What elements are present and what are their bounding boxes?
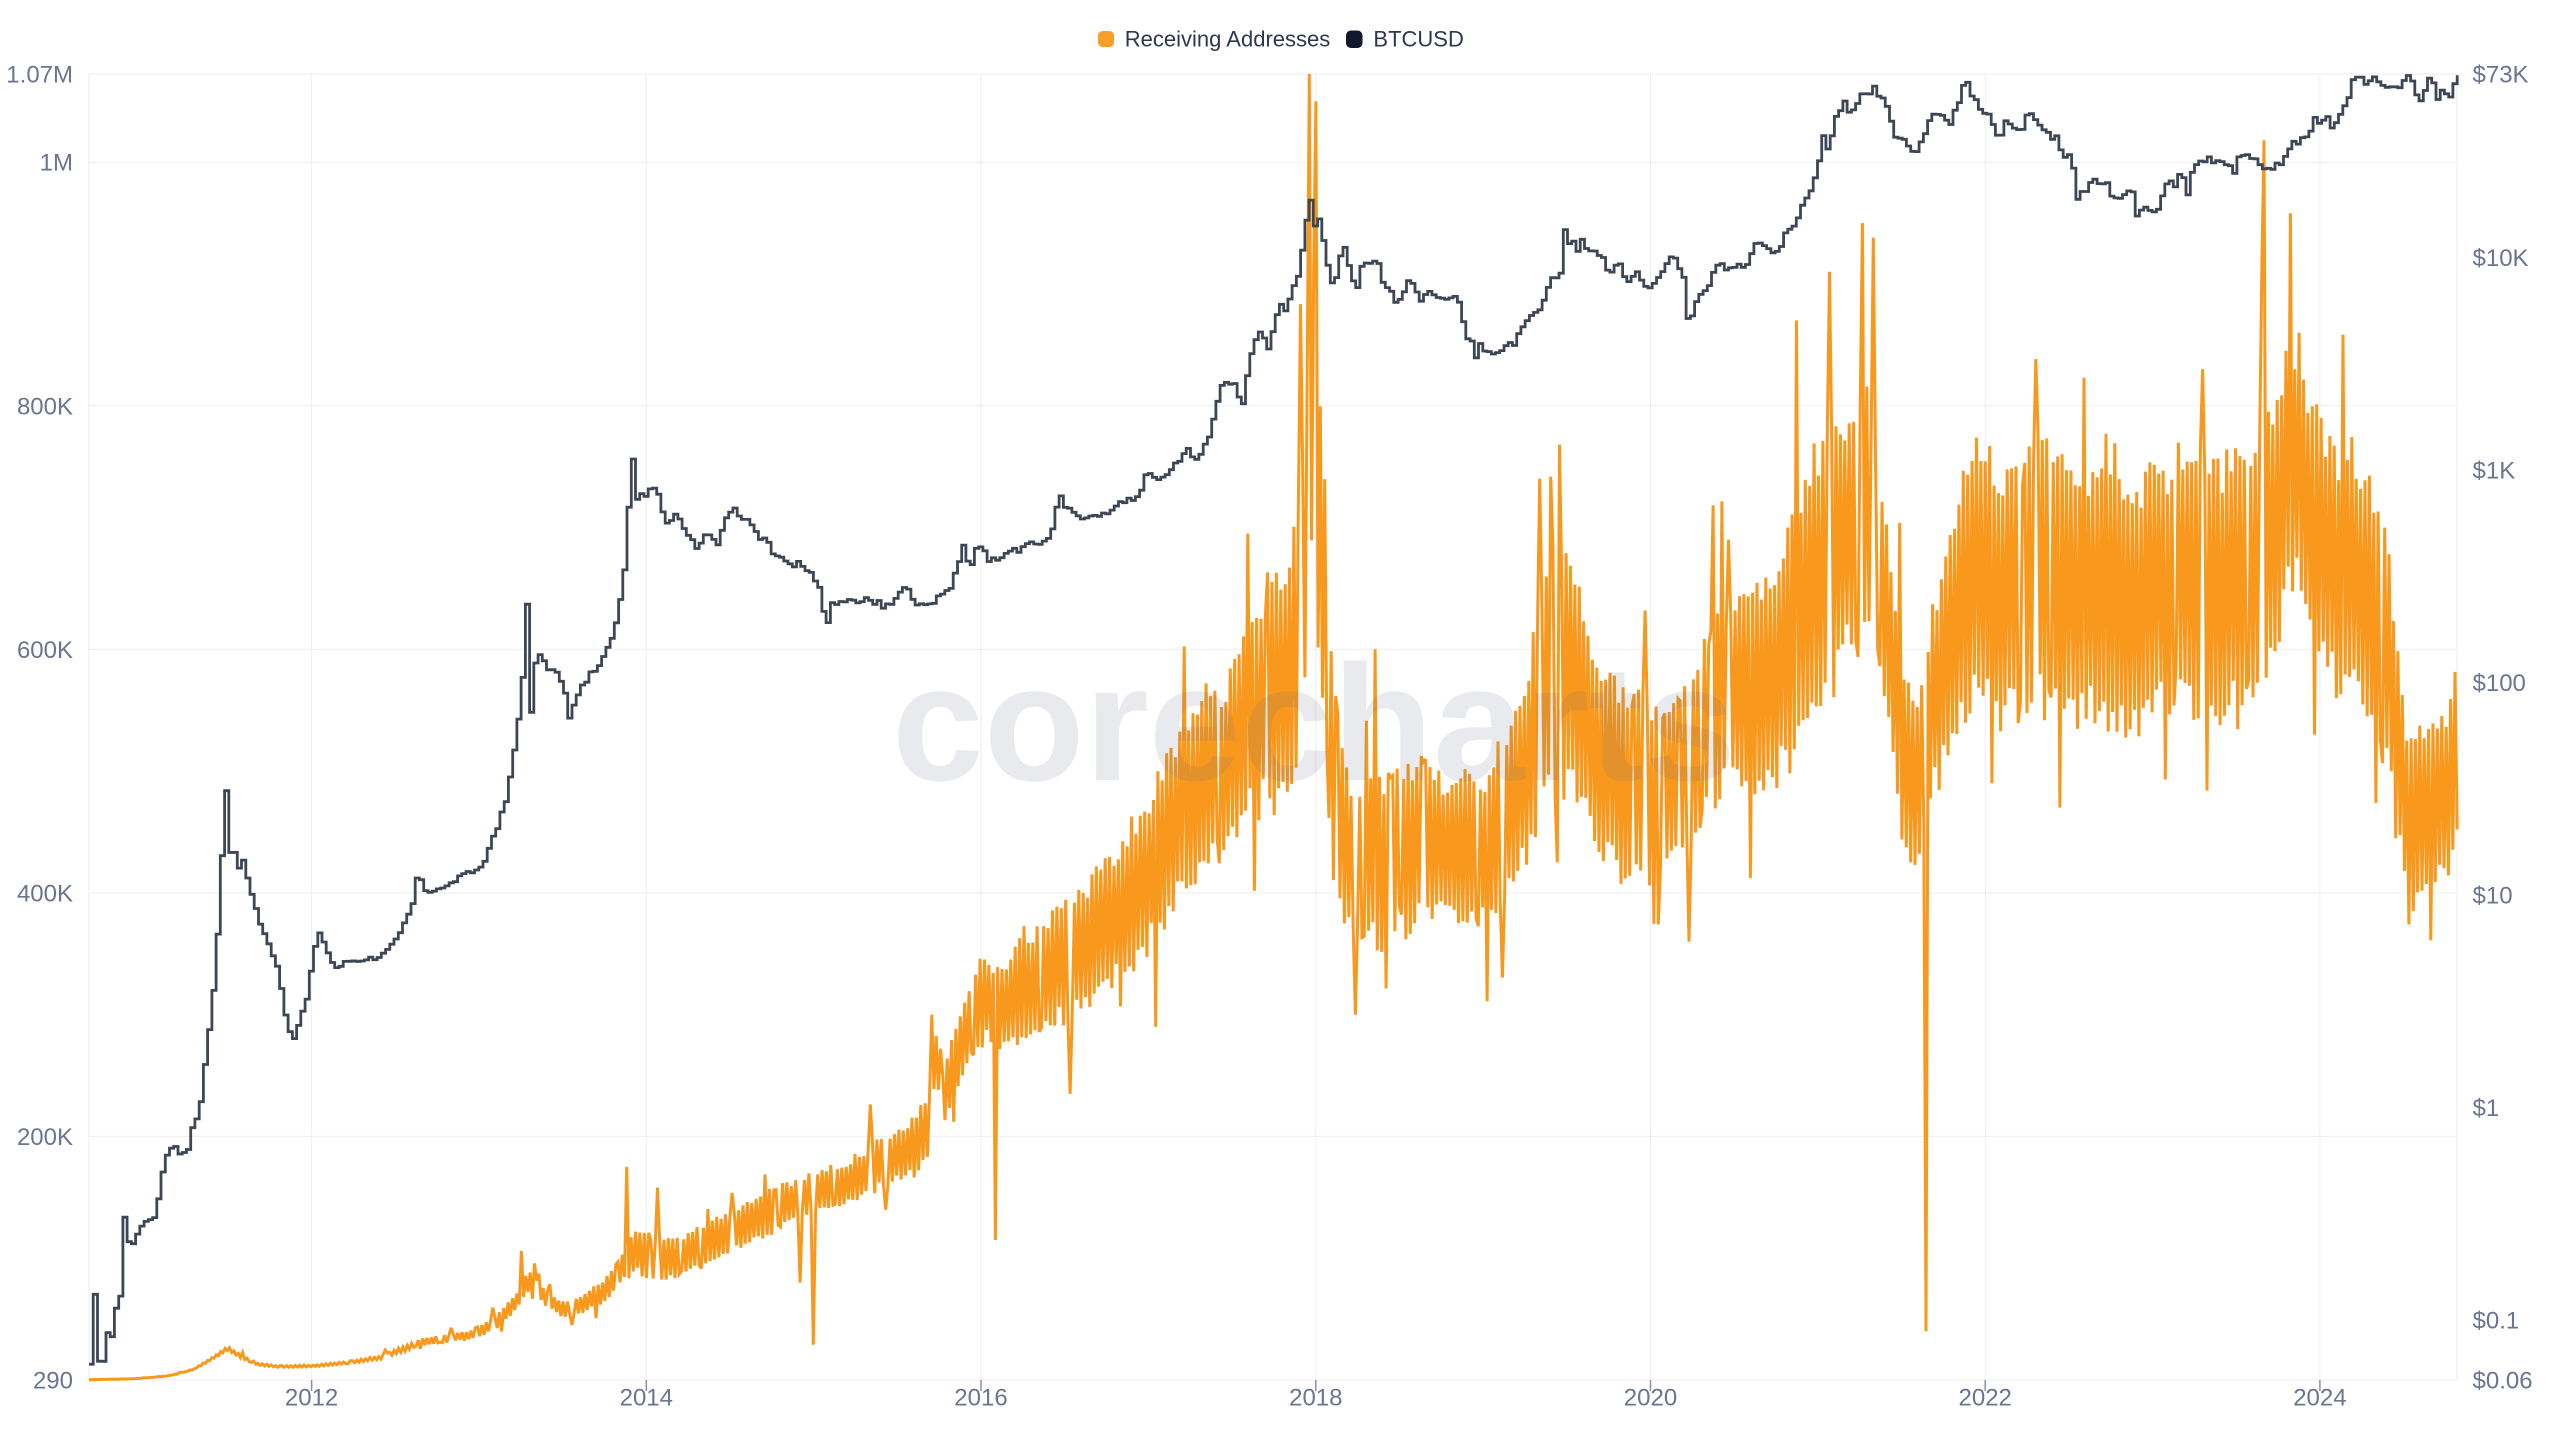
svg-text:$100: $100 <box>2473 670 2526 697</box>
svg-text:200K: 200K <box>17 1124 73 1151</box>
svg-text:$0.1: $0.1 <box>2473 1308 2520 1335</box>
svg-text:2018: 2018 <box>1289 1385 1342 1412</box>
svg-text:2024: 2024 <box>2293 1385 2346 1412</box>
svg-text:2014: 2014 <box>620 1385 673 1412</box>
svg-text:$1: $1 <box>2473 1095 2500 1122</box>
svg-text:400K: 400K <box>17 880 73 907</box>
svg-text:$0.06: $0.06 <box>2473 1368 2533 1395</box>
svg-text:2022: 2022 <box>1959 1385 2012 1412</box>
svg-text:2020: 2020 <box>1624 1385 1677 1412</box>
svg-text:1.07M: 1.07M <box>6 62 73 89</box>
svg-text:BTCUSD: BTCUSD <box>1373 27 1463 52</box>
svg-text:$10: $10 <box>2473 883 2513 910</box>
svg-text:corecharts: corecharts <box>892 631 1736 815</box>
svg-text:1M: 1M <box>40 150 73 177</box>
svg-text:Receiving Addresses: Receiving Addresses <box>1125 27 1330 52</box>
svg-text:2012: 2012 <box>285 1385 338 1412</box>
svg-text:2016: 2016 <box>954 1385 1007 1412</box>
svg-text:600K: 600K <box>17 637 73 664</box>
svg-text:800K: 800K <box>17 393 73 420</box>
svg-text:$1K: $1K <box>2473 458 2516 485</box>
svg-text:$73K: $73K <box>2473 62 2529 89</box>
svg-text:$10K: $10K <box>2473 245 2529 272</box>
svg-text:290: 290 <box>33 1368 73 1395</box>
